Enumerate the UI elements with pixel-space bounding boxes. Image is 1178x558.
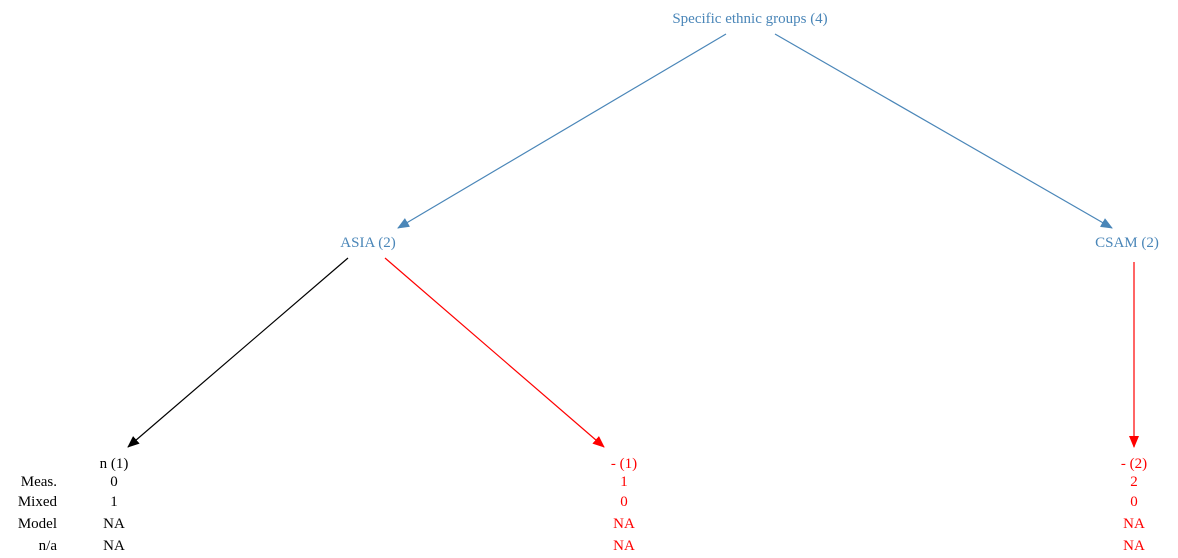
row-label-mixed: Mixed <box>18 494 58 510</box>
leaf-dash1-label: - (1) <box>611 456 637 472</box>
leaf-dash1-na: NA <box>613 538 635 554</box>
leaf-dash1-model: NA <box>613 516 635 532</box>
leaf-dash1: - (1) 1 0 NA NA <box>611 456 637 554</box>
leaf-n: n (1) 0 1 NA NA <box>100 456 129 554</box>
node-csam-label: CSAM (2) <box>1095 235 1159 251</box>
leaf-dash2-mixed: 0 <box>1130 494 1138 510</box>
leaf-n-label: n (1) <box>100 456 129 472</box>
leaf-n-na: NA <box>103 538 125 554</box>
edge-asia-to-n <box>127 257 349 448</box>
leaf-dash2-meas: 2 <box>1130 474 1138 490</box>
leaf-n-meas: 0 <box>110 474 118 490</box>
edge-asia-to-dash1 <box>384 257 605 448</box>
leaf-dash1-mixed: 0 <box>620 494 628 510</box>
row-label-model: Model <box>18 516 57 532</box>
row-label-na: n/a <box>39 538 58 554</box>
node-root-label: Specific ethnic groups (4) <box>672 11 827 27</box>
leaf-n-mixed: 1 <box>110 494 118 510</box>
leaf-dash2-na: NA <box>1123 538 1145 554</box>
leaf-dash2-label: - (2) <box>1121 456 1147 472</box>
leaf-dash1-meas: 1 <box>620 474 628 490</box>
leaf-n-model: NA <box>103 516 125 532</box>
row-label-meas: Meas. <box>21 474 57 490</box>
leaf-dash2: - (2) 2 0 NA NA <box>1121 456 1147 554</box>
edge-root-to-asia <box>397 33 727 229</box>
leaf-dash2-model: NA <box>1123 516 1145 532</box>
edge-root-to-csam <box>774 33 1113 229</box>
node-asia-label: ASIA (2) <box>340 235 395 251</box>
